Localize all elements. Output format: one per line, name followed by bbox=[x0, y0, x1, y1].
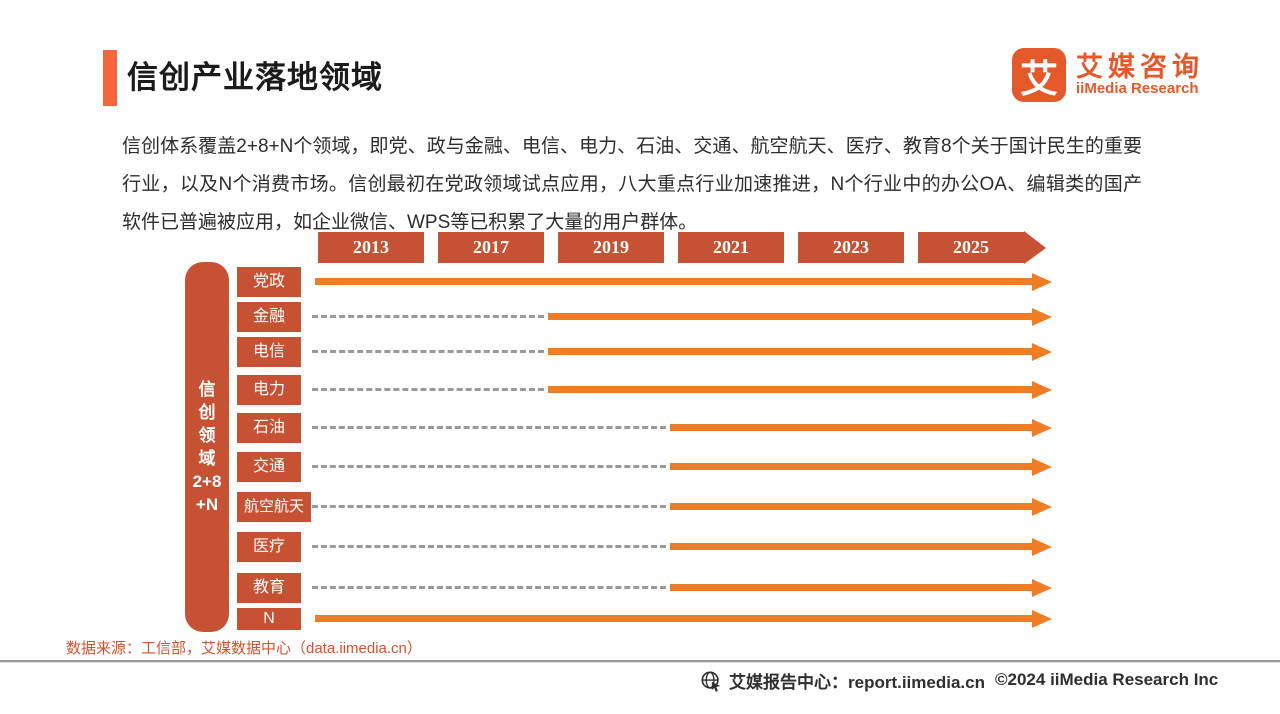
timeline-year-2021: 2021 bbox=[678, 232, 784, 263]
timeline-dashed-line-7 bbox=[312, 545, 666, 548]
timeline-year-2019: 2019 bbox=[558, 232, 664, 263]
row-label-0: 党政 bbox=[237, 267, 301, 297]
timeline-arrow-head-4 bbox=[1032, 419, 1052, 437]
logo-brand-en: iiMedia Research bbox=[1076, 80, 1199, 98]
intro-paragraph: 信创体系覆盖2+8+N个领域，即党、政与金融、电信、电力、石油、交通、航空航天、… bbox=[122, 136, 1142, 233]
timeline-arrow-head-6 bbox=[1032, 498, 1052, 516]
axis-title-line: 领 bbox=[198, 426, 216, 445]
row-label-4: 石油 bbox=[237, 413, 301, 443]
timeline-arrow-head-8 bbox=[1032, 579, 1052, 597]
timeline-dashed-line-3 bbox=[312, 388, 544, 391]
timeline-year-2013: 2013 bbox=[318, 232, 424, 263]
title-accent-bar bbox=[103, 50, 117, 106]
axis-title-line: 创 bbox=[198, 403, 216, 422]
row-label-6: 航空航天 bbox=[237, 492, 311, 522]
timeline-arrow-head-1 bbox=[1032, 308, 1052, 326]
timeline-arrow-bar-0 bbox=[315, 278, 1032, 285]
timeline-arrow-bar-2 bbox=[548, 348, 1032, 355]
row-label-7: 医疗 bbox=[237, 532, 301, 562]
data-source-note: 数据来源：工信部，艾媒数据中心（data.iimedia.cn） bbox=[66, 640, 422, 657]
timeline-year-2017: 2017 bbox=[438, 232, 544, 263]
timeline-arrow-bar-5 bbox=[670, 463, 1032, 470]
footer-report-center: 艾媒报告中心：report.iimedia.cn bbox=[700, 668, 985, 693]
timeline-arrow-bar-6 bbox=[670, 503, 1032, 510]
timeline-dashed-line-8 bbox=[312, 586, 666, 589]
timeline-arrow-bar-4 bbox=[670, 424, 1032, 431]
timeline-year-2025: 2025 bbox=[918, 231, 1046, 264]
timeline-dashed-line-1 bbox=[312, 315, 544, 318]
timeline-axis-bar: 信创领域 2+8 +N bbox=[185, 262, 229, 632]
axis-title-line: 域 bbox=[198, 449, 216, 468]
footer-divider bbox=[0, 660, 1280, 662]
axis-title-line: 信 bbox=[198, 380, 216, 399]
timeline-arrow-head-0 bbox=[1032, 273, 1052, 291]
timeline-arrow-head-5 bbox=[1032, 458, 1052, 476]
iimedia-logo-text: 艾媒咨询 iiMedia Research bbox=[1076, 53, 1204, 97]
logo-brand-cn: 艾媒咨询 bbox=[1076, 51, 1204, 82]
iimedia-logo-icon: 艾 bbox=[1012, 48, 1066, 102]
page-title: 信创产业落地领域 bbox=[127, 60, 383, 95]
footer-copyright: ©2024 iiMedia Research Inc bbox=[995, 670, 1219, 689]
timeline-arrow-bar-1 bbox=[548, 313, 1032, 320]
row-label-1: 金融 bbox=[237, 302, 301, 332]
timeline-dashed-line-2 bbox=[312, 350, 544, 353]
timeline-arrow-head-9 bbox=[1032, 610, 1052, 628]
axis-title-line: 2+8 bbox=[192, 472, 222, 491]
row-label-5: 交通 bbox=[237, 452, 301, 482]
timeline-year-2023: 2023 bbox=[798, 232, 904, 263]
row-label-8: 教育 bbox=[237, 573, 301, 603]
iimedia-logo: 艾 艾媒咨询 iiMedia Research bbox=[1012, 48, 1204, 102]
timeline-arrow-head-2 bbox=[1032, 343, 1052, 361]
timeline-arrow-bar-3 bbox=[548, 386, 1032, 393]
row-label-9: N bbox=[237, 608, 301, 630]
timeline-arrow-bar-8 bbox=[670, 584, 1032, 591]
timeline-arrow-bar-9 bbox=[315, 615, 1032, 622]
row-label-3: 电力 bbox=[237, 375, 301, 405]
timeline-dashed-line-6 bbox=[312, 505, 666, 508]
axis-title-line: +N bbox=[195, 495, 219, 514]
row-label-2: 电信 bbox=[237, 337, 301, 367]
timeline-dashed-line-4 bbox=[312, 426, 666, 429]
footer-report-center-text: 艾媒报告中心：report.iimedia.cn bbox=[729, 673, 985, 692]
timeline-arrow-head-3 bbox=[1032, 381, 1052, 399]
timeline-arrow-head-7 bbox=[1032, 538, 1052, 556]
globe-cursor-icon bbox=[701, 670, 721, 692]
timeline-arrow-bar-7 bbox=[670, 543, 1032, 550]
timeline-dashed-line-5 bbox=[312, 465, 666, 468]
